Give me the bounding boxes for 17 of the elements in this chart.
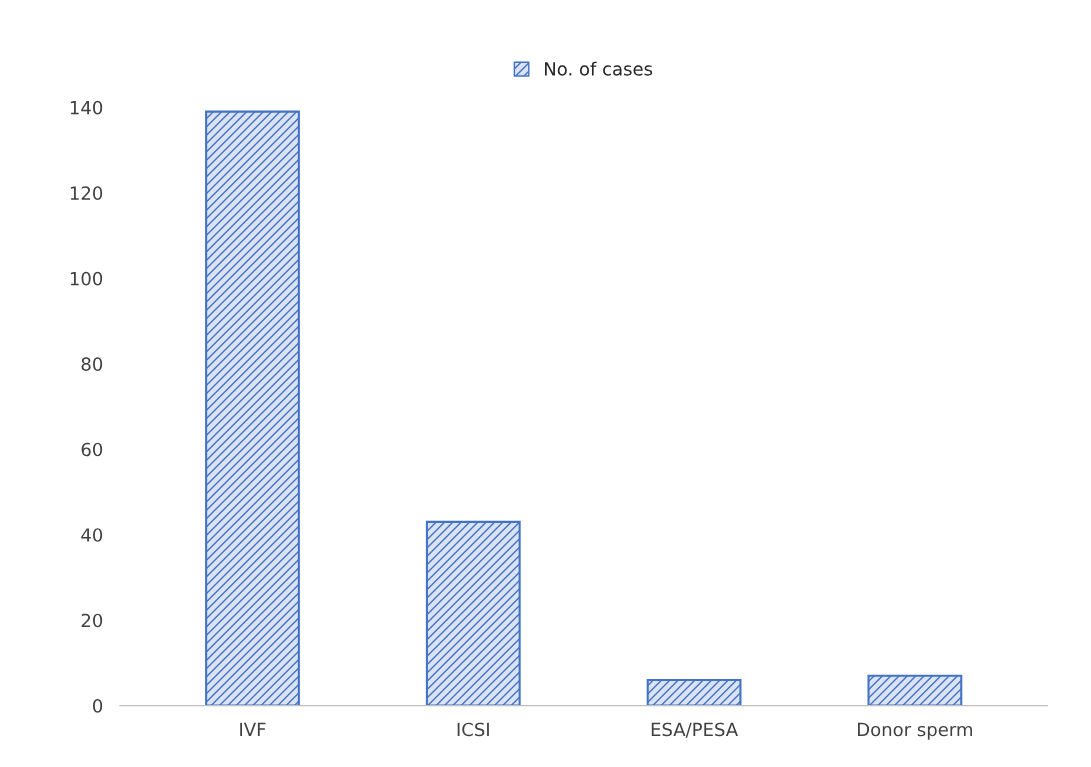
bar — [646, 678, 742, 706]
x-tick-label: IVF — [240, 722, 266, 737]
bar — [425, 520, 521, 706]
x-tick-label: ICSI — [457, 722, 489, 737]
y-tick-label: 100 — [70, 271, 103, 286]
bar — [205, 110, 300, 706]
y-tick-label: 80 — [81, 357, 103, 371]
y-tick-label: 120 — [70, 186, 103, 200]
x-tick-label: Donor sperm — [858, 722, 972, 740]
y-tick-label: 40 — [81, 528, 103, 542]
y-tick-label: 140 — [70, 100, 103, 115]
x-tick-label: ESA/PESA — [651, 722, 738, 738]
y-tick-label: 60 — [81, 442, 103, 457]
y-tick-label: 20 — [81, 613, 103, 628]
legend-label: No. of cases — [545, 61, 653, 76]
bar — [867, 674, 963, 706]
y-tick-label: 0 — [93, 699, 103, 713]
